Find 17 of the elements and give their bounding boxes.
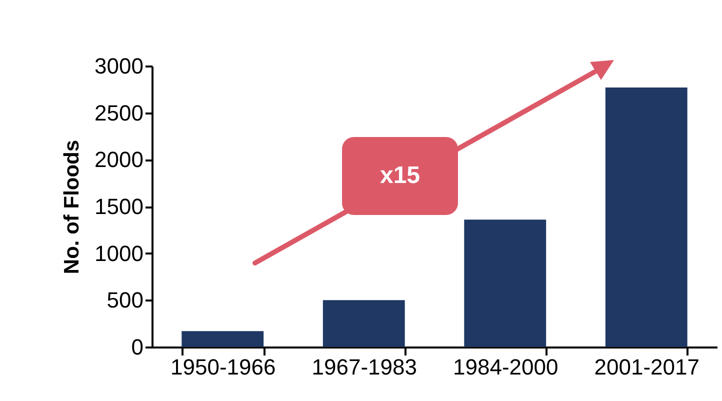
bar xyxy=(605,88,688,347)
x-tick-label: 1950-1966 xyxy=(170,354,276,380)
y-tick-label: 0 xyxy=(131,334,144,360)
y-tick-label: 1500 xyxy=(94,194,144,219)
y-tick-label: 3000 xyxy=(94,54,144,78)
x-tick-label: 2001-2017 xyxy=(594,354,700,380)
y-tick-label: 500 xyxy=(106,288,144,313)
bar xyxy=(322,300,405,347)
bar xyxy=(464,220,546,347)
y-tick-label: 2000 xyxy=(94,147,144,172)
bar xyxy=(182,331,264,347)
annotation: x15 xyxy=(342,137,458,215)
y-tick-label: 2500 xyxy=(94,100,144,126)
y-tick-label: 1000 xyxy=(94,240,144,266)
y-axis-title: No. of Floods xyxy=(60,140,84,274)
x-tick-label: 1967-1983 xyxy=(312,354,417,380)
x-tick-label: 1984-2000 xyxy=(453,354,558,380)
